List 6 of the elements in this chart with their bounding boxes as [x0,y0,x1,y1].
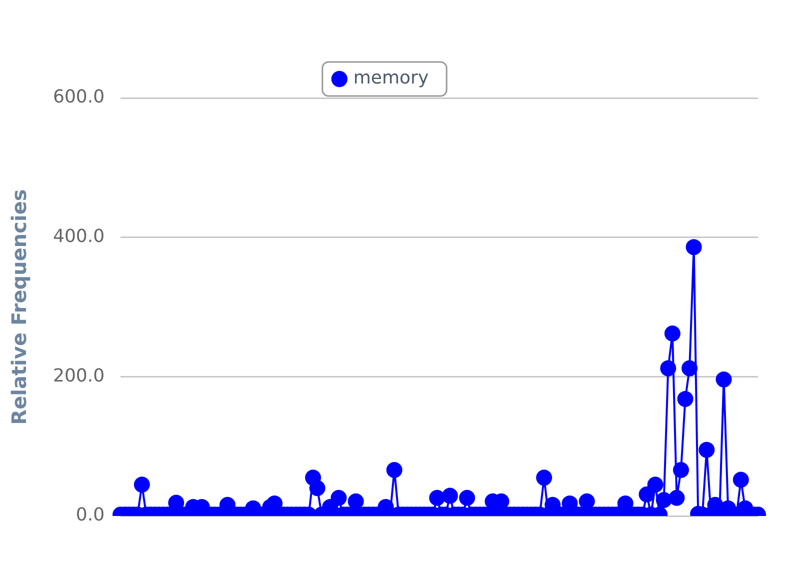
legend-label: memory [353,68,429,89]
y-axis-title: Relative Frequencies [7,189,32,425]
y-tick-label: 200.0 [53,365,105,386]
y-tick-label: 600.0 [53,86,105,108]
y-tick-label: 0.0 [76,504,105,526]
y-tick-label: 400.0 [53,226,105,248]
